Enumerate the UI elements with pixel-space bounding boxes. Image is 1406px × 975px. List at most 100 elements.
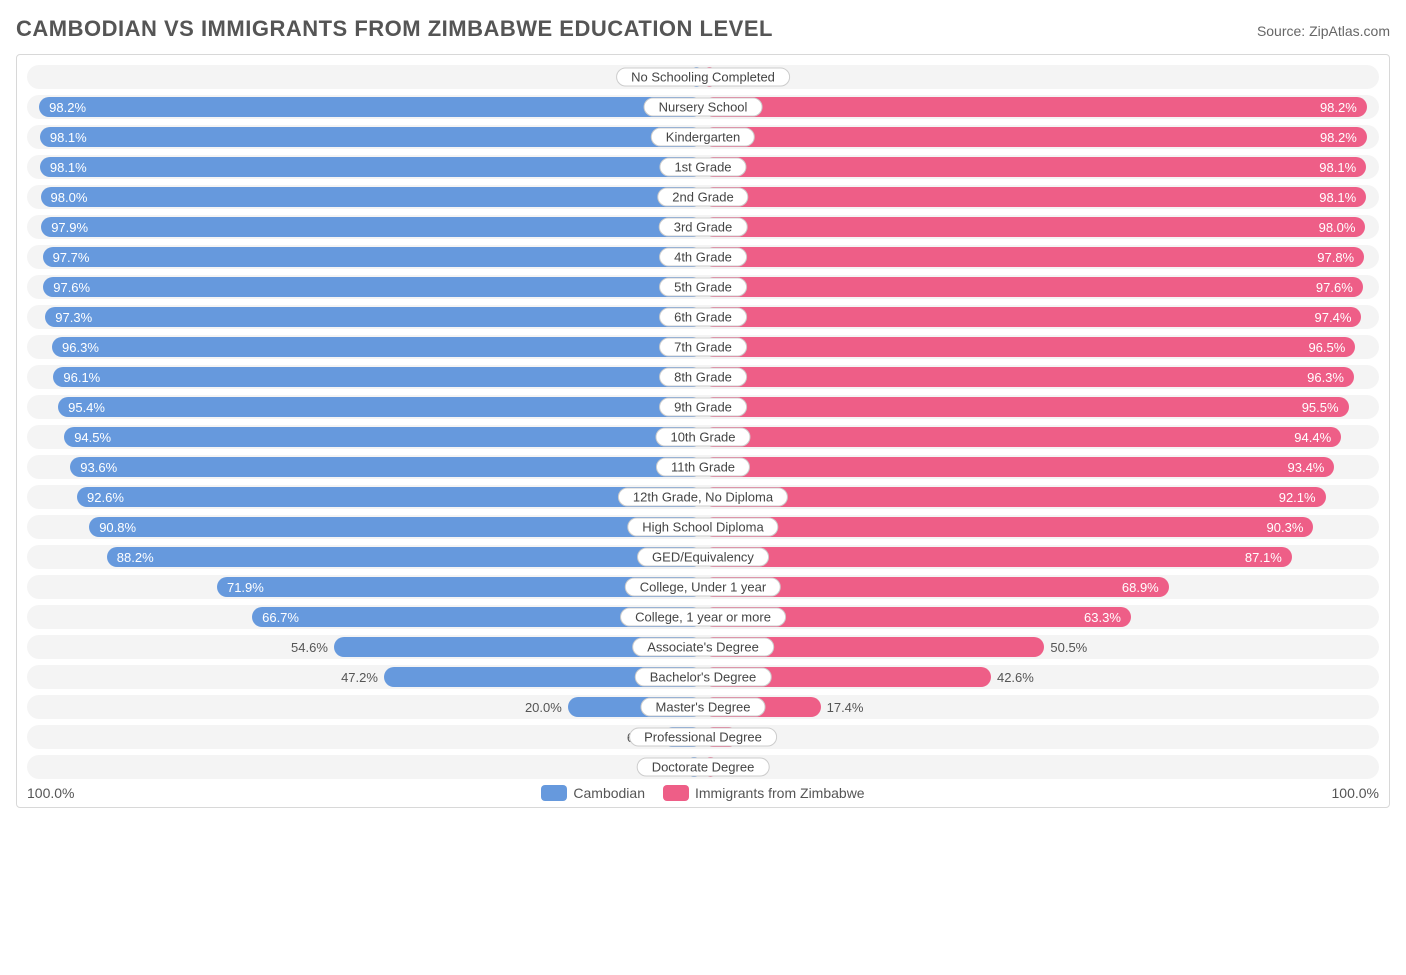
- legend-label-right: Immigrants from Zimbabwe: [695, 785, 865, 801]
- row-half-left: 71.9%: [27, 575, 703, 599]
- bar-label-right: 68.9%: [1116, 577, 1165, 597]
- row-half-left: 2.6%: [27, 755, 703, 779]
- bar-left: 98.0%: [41, 187, 703, 207]
- bar-label-right: 42.6%: [991, 667, 1040, 687]
- row-half-right: 98.1%: [703, 185, 1379, 209]
- row-half-right: 87.1%: [703, 545, 1379, 569]
- chart-row: 96.1%96.3%8th Grade: [27, 365, 1379, 389]
- chart-title: CAMBODIAN VS IMMIGRANTS FROM ZIMBABWE ED…: [16, 16, 773, 42]
- bar-left: 96.3%: [52, 337, 703, 357]
- chart-row: 90.8%90.3%High School Diploma: [27, 515, 1379, 539]
- chart-row: 98.2%98.2%Nursery School: [27, 95, 1379, 119]
- category-pill: 3rd Grade: [659, 218, 748, 237]
- bar-label-right: 96.3%: [1301, 367, 1350, 387]
- row-track: 66.7%63.3%College, 1 year or more: [27, 605, 1379, 629]
- bar-label-left: 98.2%: [43, 97, 92, 117]
- bar-label-right: 96.5%: [1302, 337, 1351, 357]
- chart-row: 97.6%97.6%5th Grade: [27, 275, 1379, 299]
- row-half-left: 97.3%: [27, 305, 703, 329]
- row-track: 97.3%97.4%6th Grade: [27, 305, 1379, 329]
- row-track: 97.7% 97.8% 4th Grade: [27, 245, 1379, 269]
- bar-right: 95.5%: [703, 397, 1349, 417]
- chart-row: 6.0%5.3%Professional Degree: [27, 725, 1379, 749]
- row-half-right: 97.6%: [703, 275, 1379, 299]
- bar-right: 98.2%: [703, 127, 1367, 147]
- row-half-left: 1.9%: [27, 65, 703, 89]
- bar-label-right: 98.2%: [1314, 127, 1363, 147]
- bar-left: 97.6%: [43, 277, 703, 297]
- row-track: 6.0%5.3%Professional Degree: [27, 725, 1379, 749]
- row-half-left: 54.6%: [27, 635, 703, 659]
- bar-label-right: 97.6%: [1310, 277, 1359, 297]
- row-half-left: 98.1%: [27, 155, 703, 179]
- row-track: 47.2%42.6%Bachelor's Degree: [27, 665, 1379, 689]
- chart-row: 94.5%94.4%10th Grade: [27, 425, 1379, 449]
- category-pill: 2nd Grade: [657, 188, 748, 207]
- bar-label-right: 97.4%: [1309, 307, 1358, 327]
- category-pill: High School Diploma: [627, 518, 778, 537]
- row-half-right: 17.4%: [703, 695, 1379, 719]
- row-track: 96.3%96.5%7th Grade: [27, 335, 1379, 359]
- row-track: 98.1%98.1%1st Grade: [27, 155, 1379, 179]
- row-half-left: 93.6%: [27, 455, 703, 479]
- bar-label-right: 92.1%: [1273, 487, 1322, 507]
- row-half-right: 95.5%: [703, 395, 1379, 419]
- chart-row: 20.0%17.4%Master's Degree: [27, 695, 1379, 719]
- bar-label-right: 97.8%: [1311, 247, 1360, 267]
- row-track: 94.5%94.4%10th Grade: [27, 425, 1379, 449]
- source-label: Source:: [1257, 23, 1305, 39]
- bar-label-left: 97.3%: [49, 307, 98, 327]
- bar-right: 96.5%: [703, 337, 1355, 357]
- category-pill: 4th Grade: [659, 248, 747, 267]
- row-half-left: 88.2%: [27, 545, 703, 569]
- row-track: 92.6%92.1%12th Grade, No Diploma: [27, 485, 1379, 509]
- row-half-left: 97.7%: [27, 245, 703, 269]
- row-half-right: 97.4%: [703, 305, 1379, 329]
- row-half-right: 92.1%: [703, 485, 1379, 509]
- bar-label-right: 98.1%: [1313, 187, 1362, 207]
- bar-left: 98.2%: [39, 97, 703, 117]
- chart-row: 95.4%95.5%9th Grade: [27, 395, 1379, 419]
- chart-header: CAMBODIAN VS IMMIGRANTS FROM ZIMBABWE ED…: [16, 16, 1390, 42]
- chart-row: 54.6%50.5%Associate's Degree: [27, 635, 1379, 659]
- chart-row: 97.3%97.4%6th Grade: [27, 305, 1379, 329]
- bar-right: 97.6%: [703, 277, 1363, 297]
- row-half-right: 98.2%: [703, 125, 1379, 149]
- bar-left: 88.2%: [107, 547, 703, 567]
- bar-left: 97.9%: [41, 217, 703, 237]
- chart-row: 98.1%98.2%Kindergarten: [27, 125, 1379, 149]
- bar-label-right: 17.4%: [821, 697, 870, 717]
- row-half-left: 98.0%: [27, 185, 703, 209]
- bar-label-left: 47.2%: [335, 667, 384, 687]
- row-half-left: 98.2%: [27, 95, 703, 119]
- category-pill: 10th Grade: [655, 428, 750, 447]
- bar-right: 94.4%: [703, 427, 1341, 447]
- chart-row: 93.6%93.4%11th Grade: [27, 455, 1379, 479]
- bar-left: 90.8%: [89, 517, 703, 537]
- row-half-left: 94.5%: [27, 425, 703, 449]
- chart-row: 66.7%63.3%College, 1 year or more: [27, 605, 1379, 629]
- row-half-right: 97.8%: [703, 245, 1379, 269]
- category-pill: College, 1 year or more: [620, 608, 786, 627]
- row-track: 71.9%68.9%College, Under 1 year: [27, 575, 1379, 599]
- chart-row: 98.0% 98.1% 2nd Grade: [27, 185, 1379, 209]
- bar-label-right: 87.1%: [1239, 547, 1288, 567]
- chart-row: 1.9%1.9%No Schooling Completed: [27, 65, 1379, 89]
- row-track: 98.0% 98.1% 2nd Grade: [27, 185, 1379, 209]
- chart-row: 92.6%92.1%12th Grade, No Diploma: [27, 485, 1379, 509]
- row-track: 90.8%90.3%High School Diploma: [27, 515, 1379, 539]
- bar-left: 94.5%: [64, 427, 703, 447]
- row-half-left: 20.0%: [27, 695, 703, 719]
- row-track: 88.2% 87.1% GED/Equivalency: [27, 545, 1379, 569]
- bar-right: 98.0%: [703, 217, 1365, 237]
- bar-label-left: 93.6%: [74, 457, 123, 477]
- category-pill: GED/Equivalency: [637, 548, 769, 567]
- category-pill: Doctorate Degree: [637, 758, 770, 777]
- bar-label-left: 98.1%: [44, 157, 93, 177]
- legend-label-left: Cambodian: [573, 785, 645, 801]
- category-pill: Nursery School: [644, 98, 763, 117]
- bar-label-left: 71.9%: [221, 577, 270, 597]
- bar-right: 92.1%: [703, 487, 1326, 507]
- chart-row: 98.1%98.1%1st Grade: [27, 155, 1379, 179]
- chart-row: 96.3%96.5%7th Grade: [27, 335, 1379, 359]
